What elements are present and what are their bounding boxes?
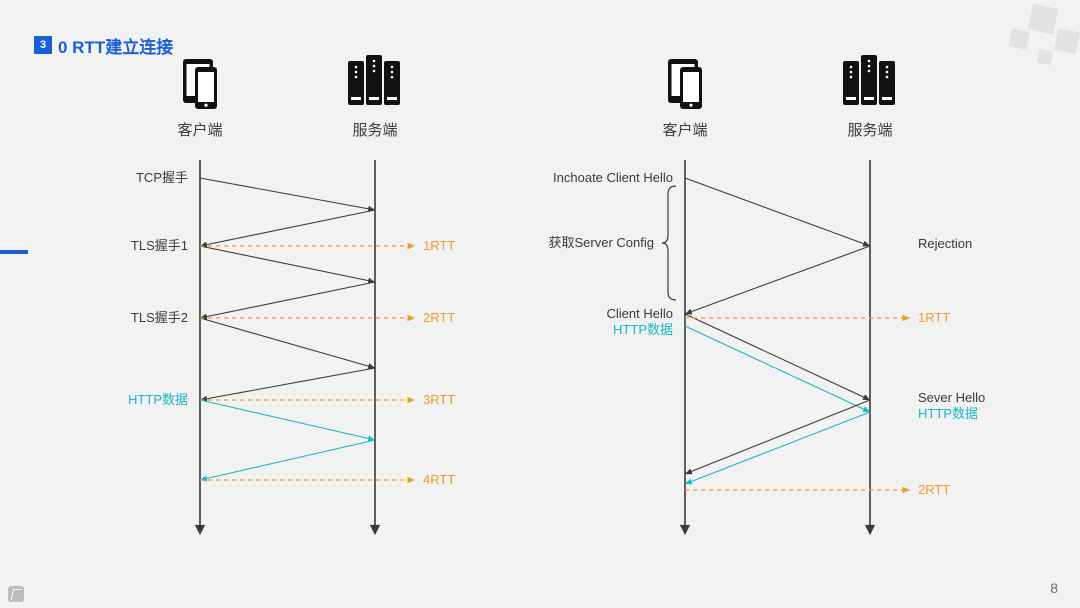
- message-label: TLS握手2: [131, 310, 188, 325]
- brace: [662, 186, 676, 300]
- rtt-label: 4RTT: [423, 472, 455, 487]
- message-label: Rejection: [918, 236, 972, 251]
- message-arrow: [200, 440, 375, 480]
- rtt-label: 2RTT: [423, 310, 455, 325]
- server-label: 服务端: [847, 122, 892, 139]
- message-arrow: [685, 326, 870, 412]
- footer-logo: [8, 586, 24, 602]
- message-arrow: [200, 178, 375, 210]
- message-label: Inchoate Client Hello: [553, 170, 673, 185]
- page-number: 8: [1050, 580, 1058, 596]
- rtt-label: 2RTT: [918, 482, 950, 497]
- rtt-label: 3RTT: [423, 392, 455, 407]
- message-arrow: [200, 400, 375, 440]
- message-label: Sever Hello: [918, 390, 985, 405]
- client-label: 客户端: [662, 122, 707, 139]
- message-arrow: [200, 210, 375, 246]
- message-arrow: [685, 412, 870, 484]
- message-label: HTTP数据: [613, 322, 673, 337]
- message-label: TLS握手1: [131, 238, 188, 253]
- message-label: Client Hello: [607, 306, 673, 321]
- server-label: 服务端: [352, 122, 397, 139]
- client-label: 客户端: [177, 122, 222, 139]
- message-arrow: [685, 246, 870, 314]
- message-arrow: [200, 282, 375, 318]
- message-arrow: [200, 318, 375, 368]
- message-arrow: [685, 400, 870, 474]
- slide: 3 0 RTT建立连接 客户端服务端1RTT2RTT3RTT4RTTTCP: [0, 0, 1080, 608]
- sequence-diagrams: 客户端 服务端 1RTT 2RTT 3RTT 4RTT TCP握手 TLS握手1 TLS握手2 H…: [0, 0, 1080, 608]
- message-label: HTTP数据: [918, 406, 978, 421]
- message-arrow: [685, 314, 870, 400]
- message-arrow: [200, 368, 375, 400]
- message-label: TCP握手: [136, 170, 188, 185]
- message-arrow: [200, 246, 375, 282]
- message-label: HTTP数据: [128, 392, 188, 407]
- rtt-label: 1RTT: [918, 310, 950, 325]
- brace-label: 获取Server Config: [549, 235, 654, 250]
- rtt-label: 1RTT: [423, 238, 455, 253]
- message-arrow: [685, 178, 870, 246]
